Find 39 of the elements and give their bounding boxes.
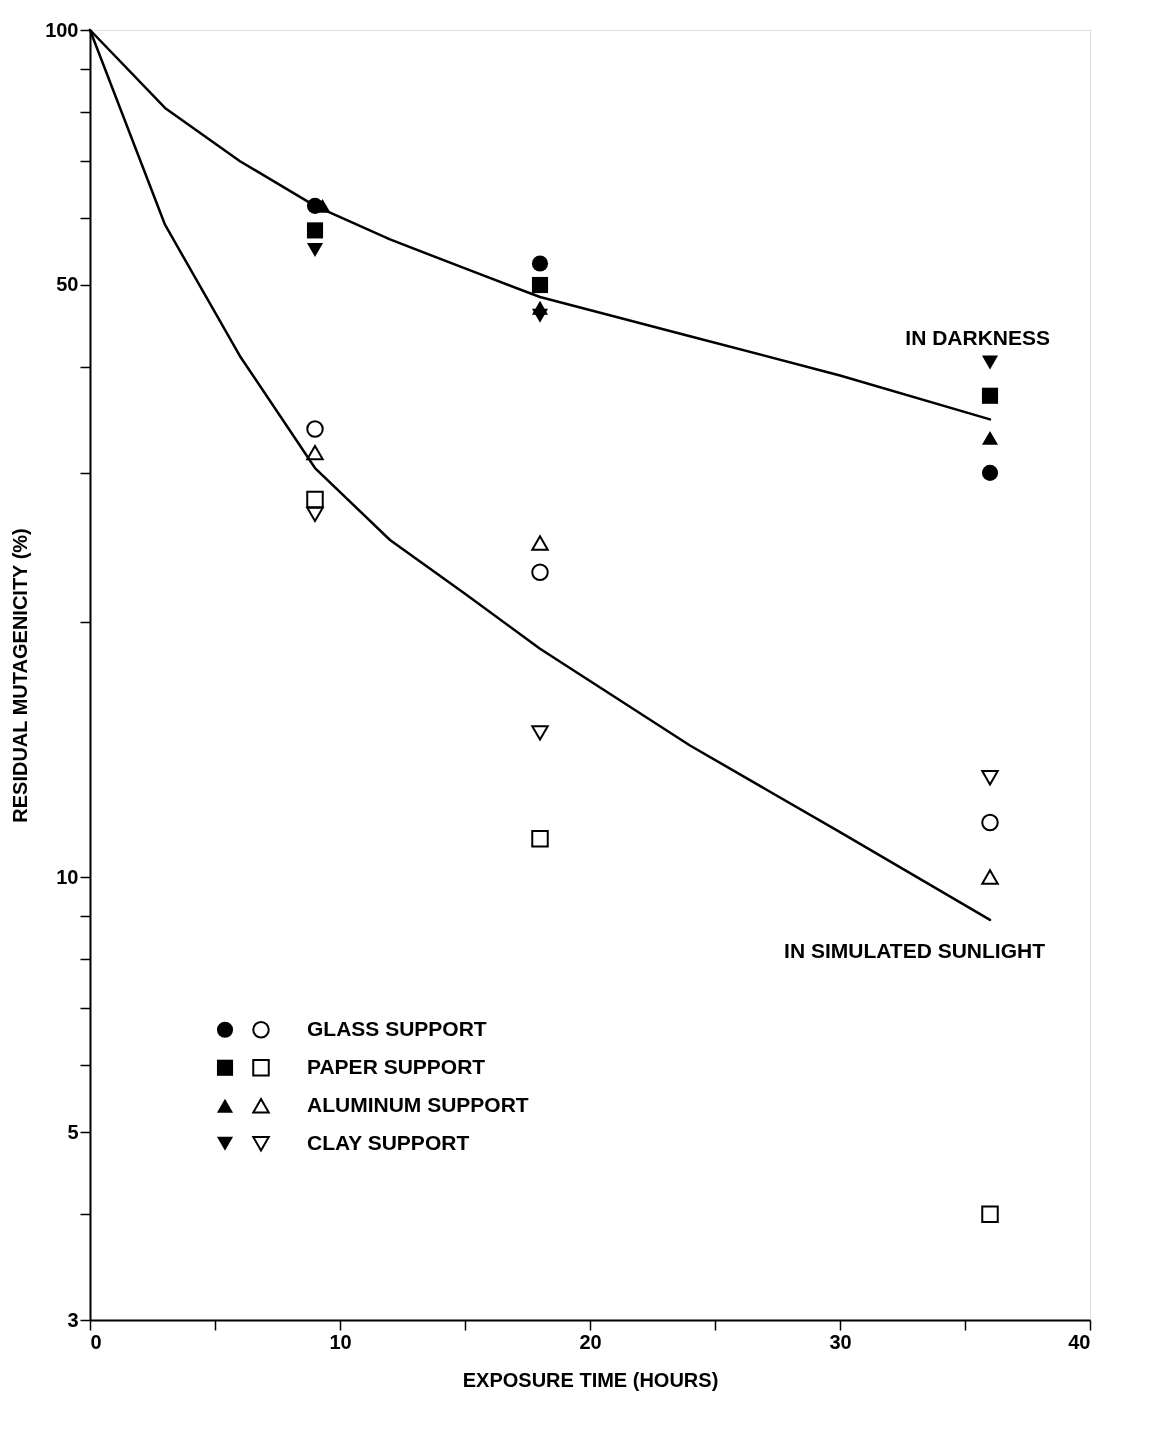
x-tick-label: 10 (329, 1330, 352, 1353)
x-tick-label: 20 (579, 1330, 602, 1353)
point (531, 255, 549, 272)
y-axis-title: RESIDUAL MUTAGENICITY (%) (9, 528, 32, 823)
y-tick-label: 50 (56, 273, 79, 296)
point (531, 725, 549, 741)
point (981, 355, 999, 370)
point (531, 308, 549, 323)
point (306, 222, 324, 239)
point (981, 1205, 999, 1223)
point (531, 276, 549, 294)
legend-label: PAPER SUPPORT (307, 1054, 486, 1078)
point (306, 420, 324, 438)
point (981, 869, 999, 885)
y-tick-label: 3 (67, 1308, 79, 1331)
point (981, 464, 999, 481)
point (981, 770, 999, 786)
point (531, 535, 549, 551)
y-tick-label: 100 (45, 18, 79, 41)
x-axis-title: EXPOSURE TIME (HOURS) (462, 1368, 719, 1391)
annotation: IN SIMULATED SUNLIGHT (784, 938, 1046, 962)
point (981, 430, 999, 445)
point (306, 506, 324, 523)
point (306, 444, 324, 461)
point (531, 829, 549, 848)
y-tick-label: 10 (56, 865, 79, 888)
legend-label: CLAY SUPPORT (307, 1130, 470, 1154)
annotation: IN DARKNESS (905, 326, 1050, 350)
point (306, 242, 324, 257)
legend-label: GLASS SUPPORT (307, 1016, 487, 1040)
point (306, 490, 324, 509)
legend-label: ALUMINUM SUPPORT (307, 1092, 529, 1116)
x-tick-label: 0 (90, 1330, 102, 1353)
x-tick-label: 40 (1068, 1330, 1091, 1353)
point (981, 813, 999, 832)
point (531, 563, 549, 581)
x-tick-label: 30 (829, 1330, 852, 1353)
y-tick-label: 5 (67, 1120, 79, 1143)
point (981, 387, 999, 404)
